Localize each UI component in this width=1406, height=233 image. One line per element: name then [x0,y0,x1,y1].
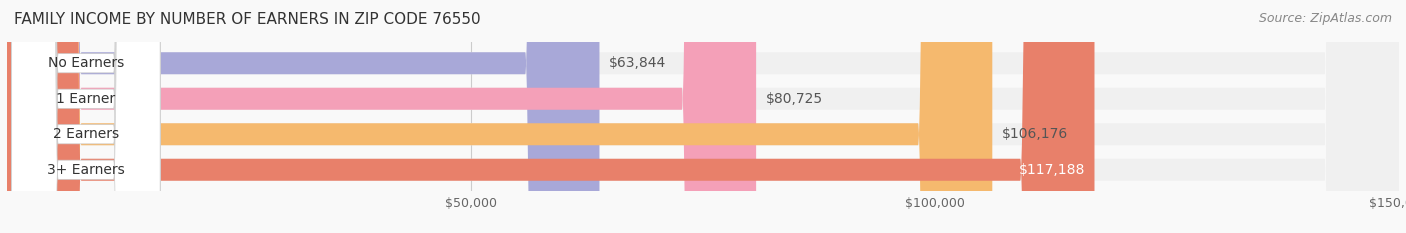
FancyBboxPatch shape [11,0,160,233]
Text: 2 Earners: 2 Earners [53,127,120,141]
FancyBboxPatch shape [7,0,1094,233]
Text: Source: ZipAtlas.com: Source: ZipAtlas.com [1258,12,1392,25]
FancyBboxPatch shape [11,0,160,233]
FancyBboxPatch shape [7,0,1399,233]
FancyBboxPatch shape [7,0,993,233]
Text: $117,188: $117,188 [1019,163,1085,177]
Text: No Earners: No Earners [48,56,124,70]
Text: $63,844: $63,844 [609,56,666,70]
Text: $106,176: $106,176 [1001,127,1067,141]
Text: 3+ Earners: 3+ Earners [46,163,125,177]
FancyBboxPatch shape [7,0,1399,233]
Text: FAMILY INCOME BY NUMBER OF EARNERS IN ZIP CODE 76550: FAMILY INCOME BY NUMBER OF EARNERS IN ZI… [14,12,481,27]
FancyBboxPatch shape [7,0,599,233]
FancyBboxPatch shape [11,0,160,233]
FancyBboxPatch shape [7,0,756,233]
Text: $80,725: $80,725 [765,92,823,106]
FancyBboxPatch shape [7,0,1399,233]
FancyBboxPatch shape [7,0,1399,233]
FancyBboxPatch shape [11,0,160,233]
Text: 1 Earner: 1 Earner [56,92,115,106]
